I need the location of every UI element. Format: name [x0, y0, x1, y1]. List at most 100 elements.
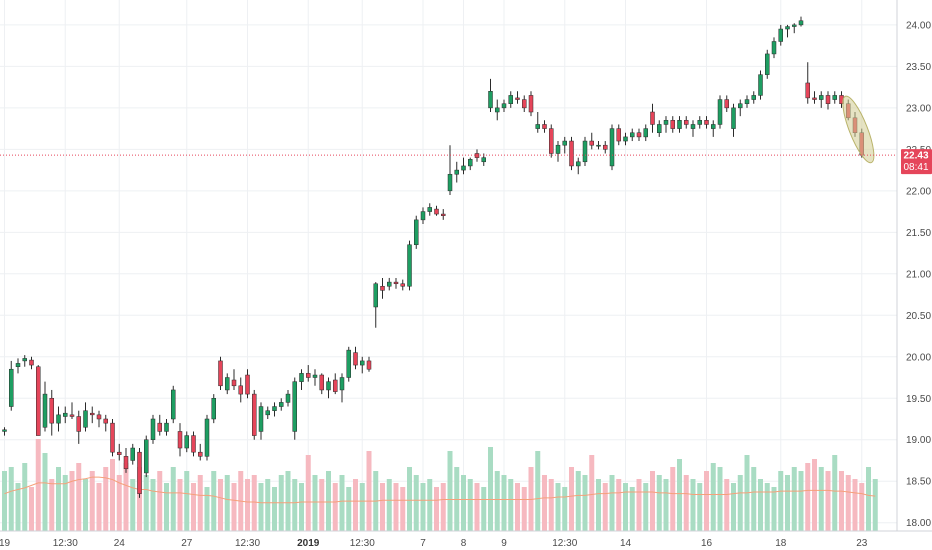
candle-body [643, 128, 648, 138]
volume-bar [683, 475, 689, 531]
volume-bar [69, 471, 75, 531]
volume-bar [636, 479, 642, 531]
volume-bar [339, 475, 345, 531]
candle-body [184, 435, 189, 449]
volume-bar [670, 467, 676, 531]
volume-bar [285, 471, 291, 531]
candle-body [468, 159, 473, 167]
volume-bar [771, 487, 777, 531]
candle-body [427, 207, 432, 212]
candle-body [603, 144, 608, 150]
candle-body [49, 398, 54, 424]
volume-bar [366, 451, 372, 531]
volume-bar [447, 451, 453, 531]
volume-bar [380, 483, 385, 531]
volume-bar [265, 479, 271, 531]
candle-body [373, 283, 378, 308]
axes [0, 0, 932, 532]
volume-bar [832, 455, 838, 531]
candle-body [171, 389, 176, 420]
candle-body [90, 412, 95, 416]
volume-bar [400, 487, 406, 531]
y-axis-ticks: 18.00 18.50 19.00 19.50 20.00 20.50 21.00 21.50… [906, 20, 931, 529]
volume-bar [56, 467, 61, 531]
candle-body [805, 82, 810, 99]
volume-bar [197, 475, 203, 531]
candle-body [481, 157, 486, 163]
candle-body [117, 451, 122, 455]
volume-bar [697, 483, 703, 531]
candle-body [582, 140, 588, 163]
candle-body [279, 402, 284, 407]
candle-body [15, 363, 21, 367]
volume-bar [812, 459, 817, 531]
candle-body [29, 359, 34, 366]
candle-body [832, 95, 837, 100]
x-tick-label: 12:30 [350, 538, 375, 549]
volume-bar [548, 479, 554, 531]
candle-body [238, 385, 243, 395]
x-tick-label: 14 [620, 538, 632, 549]
candle-body [218, 360, 223, 387]
y-tick-label: 23.50 [906, 62, 931, 73]
candle-body [333, 379, 338, 392]
volume-bar [299, 483, 304, 531]
candle-body [549, 128, 554, 154]
candle-body [812, 97, 817, 100]
volume-bar [332, 483, 338, 531]
candle-body [245, 374, 250, 395]
candle-body [677, 120, 682, 129]
candle-body [650, 111, 655, 125]
volume-bar [29, 487, 34, 531]
volume-bar [677, 459, 682, 531]
volume-moving-average [4, 476, 876, 504]
candle-body [798, 20, 804, 26]
candle-body [366, 360, 372, 370]
candle-body [130, 447, 135, 461]
candle-body [441, 213, 446, 216]
volume-bar [346, 487, 352, 531]
candle-body [198, 451, 203, 457]
volume-bar [623, 483, 628, 531]
candle-body [144, 439, 149, 474]
volume-bar [353, 479, 358, 531]
volume-bar [312, 475, 318, 531]
candle-body [684, 120, 689, 125]
candle-body [400, 283, 405, 287]
volume-bar [785, 475, 790, 531]
candle-body [528, 95, 534, 113]
candle-body [569, 140, 574, 167]
y-tick-label: 20.50 [906, 311, 931, 322]
x-axis-ticks: 19 12:30 24 27 12:30 2019 12:30 7 8 9 12:30 14 16 18 2… [0, 538, 868, 549]
candle-body [326, 381, 331, 391]
candle-body [711, 124, 716, 129]
volume-bar [407, 467, 412, 531]
candle-body [663, 120, 669, 125]
volume-bar [170, 467, 176, 531]
candle-body [103, 418, 108, 424]
volume-bar [656, 475, 662, 531]
volume-bar [42, 453, 48, 531]
volume-bar [76, 463, 82, 531]
volume-bar [650, 471, 655, 531]
volume-bar [501, 475, 507, 531]
candle-body [454, 169, 459, 175]
volume-bar [758, 479, 763, 531]
volume-bar [515, 483, 520, 531]
x-tick-label: 2019 [297, 538, 320, 549]
candle-body [137, 451, 142, 494]
candle-body [299, 373, 304, 382]
volume-bar [130, 479, 136, 531]
candle-body [508, 95, 513, 104]
volume-bar [62, 475, 68, 531]
volume-bar [839, 471, 844, 531]
volume-bar [184, 471, 190, 531]
candle-body [339, 377, 345, 391]
candle-body [420, 211, 426, 221]
volume-bar [420, 483, 426, 531]
candle-body [576, 161, 581, 167]
volume-bar [778, 471, 784, 531]
candle-body [690, 124, 696, 129]
candle-body [258, 406, 264, 432]
price-tag-countdown: 08:41 [903, 162, 928, 173]
